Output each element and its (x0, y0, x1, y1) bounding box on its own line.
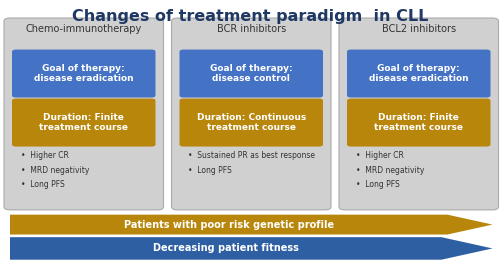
Text: •  Sustained PR as best response: • Sustained PR as best response (188, 151, 316, 160)
Polygon shape (10, 215, 492, 235)
FancyBboxPatch shape (347, 99, 490, 147)
Text: •  Long PFS: • Long PFS (356, 180, 400, 189)
FancyBboxPatch shape (4, 18, 164, 210)
Text: Duration: Continuous
treatment course: Duration: Continuous treatment course (196, 113, 306, 132)
Polygon shape (10, 237, 492, 260)
FancyBboxPatch shape (180, 50, 323, 98)
Text: Patients with poor risk genetic profile: Patients with poor risk genetic profile (124, 220, 334, 229)
Text: •  Long PFS: • Long PFS (21, 180, 65, 189)
Text: BCR inhibitors: BCR inhibitors (216, 24, 286, 34)
Text: Chemo-immunotherapy: Chemo-immunotherapy (26, 24, 142, 34)
Text: Goal of therapy:
disease control: Goal of therapy: disease control (210, 64, 292, 83)
Text: •  Higher CR: • Higher CR (21, 151, 69, 160)
Text: Goal of therapy:
disease eradication: Goal of therapy: disease eradication (34, 64, 134, 83)
Text: Duration: Finite
treatment course: Duration: Finite treatment course (374, 113, 463, 132)
Text: BCL2 inhibitors: BCL2 inhibitors (382, 24, 456, 34)
Text: •  Long PFS: • Long PFS (188, 166, 232, 175)
Text: •  MRD negativity: • MRD negativity (21, 166, 89, 175)
FancyBboxPatch shape (339, 18, 498, 210)
FancyBboxPatch shape (12, 50, 156, 98)
Text: Changes of treatment paradigm  in CLL: Changes of treatment paradigm in CLL (72, 9, 428, 24)
Text: Goal of therapy:
disease eradication: Goal of therapy: disease eradication (369, 64, 468, 83)
Text: Decreasing patient fitness: Decreasing patient fitness (153, 244, 298, 253)
FancyBboxPatch shape (12, 99, 156, 147)
Text: •  MRD negativity: • MRD negativity (356, 166, 424, 175)
Text: •  Higher CR: • Higher CR (356, 151, 404, 160)
FancyBboxPatch shape (180, 99, 323, 147)
FancyBboxPatch shape (347, 50, 490, 98)
Text: Duration: Finite
treatment course: Duration: Finite treatment course (39, 113, 128, 132)
FancyBboxPatch shape (172, 18, 331, 210)
